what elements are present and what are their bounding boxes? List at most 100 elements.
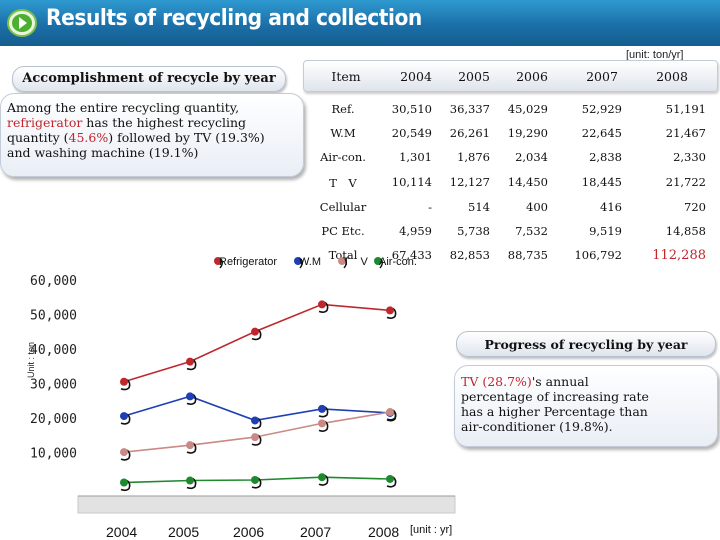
- y-tick-label: 10,000: [30, 447, 77, 462]
- table-cell: 14,450: [507, 175, 548, 189]
- x-tick-label: 2006: [233, 524, 264, 540]
- data-point-shadow: [251, 329, 262, 341]
- x-tick-label: 2005: [168, 524, 199, 540]
- legend-label: Air-con.: [379, 256, 417, 268]
- data-point: [120, 377, 128, 386]
- data-point: [386, 474, 394, 483]
- table-cell: 21,722: [665, 175, 706, 189]
- row-label: PC Etc.: [321, 224, 365, 238]
- table-cell: 19,290: [507, 126, 548, 140]
- table-cell: 5,738: [457, 224, 490, 238]
- legend-marker: [294, 257, 302, 265]
- table-row: W.M 20,549 26,261 19,290 22,645 21,467: [300, 126, 718, 150]
- table-row: Ref. 30,510 36,337 45,029 52,929 51,191: [300, 102, 718, 126]
- legend-marker: [214, 257, 222, 265]
- table-header-cell: 2007: [586, 69, 618, 84]
- table-cell: 51,191: [665, 102, 706, 116]
- table-cell: 18,445: [581, 175, 622, 189]
- table-row: Air-con. 1,301 1,876 2,034 2,838 2,330: [300, 150, 718, 174]
- table-cell: 1,301: [399, 150, 432, 164]
- data-point: [251, 327, 259, 336]
- data-point-shadow: [386, 476, 397, 488]
- row-label: Ref.: [331, 102, 355, 116]
- table-cell: 20,549: [391, 126, 432, 140]
- legend-marker-shadow: [343, 258, 347, 269]
- data-point: [386, 306, 394, 315]
- y-tick-label: 50,000: [30, 309, 77, 324]
- data-point: [251, 475, 259, 484]
- data-point: [120, 448, 128, 457]
- table-cell: 1,876: [457, 150, 490, 164]
- table-cell: 2,330: [673, 150, 706, 164]
- table-cell: 67,433: [391, 248, 432, 262]
- progress-title-box: Progress of recycling by year: [456, 331, 716, 357]
- table-row: T V 10,114 12,127 14,450 18,445 21,722: [300, 175, 718, 199]
- table-header: Item 2004 2005 2006 2007 2008: [303, 60, 718, 92]
- table-cell: 7,532: [515, 224, 548, 238]
- data-point: [186, 357, 194, 366]
- y-tick-label: 30,000: [30, 378, 77, 393]
- unit-label: [unit: ton/yr]: [626, 49, 684, 61]
- data-point: [186, 476, 194, 485]
- data-point-shadow: [186, 442, 197, 454]
- data-point-shadow: [251, 477, 262, 489]
- tv-note-box: TV (28.7%)'s annual percentage of increa…: [454, 365, 718, 447]
- x-unit-label: [unit : yr]: [410, 524, 452, 536]
- table-cell: 36,337: [449, 102, 490, 116]
- row-label: W.M: [330, 126, 356, 140]
- table-cell: 26,261: [449, 126, 490, 140]
- row-label: Cellular: [319, 200, 367, 214]
- table-cell: 400: [526, 200, 548, 214]
- data-point: [251, 433, 259, 442]
- y-tick-label: 40,000: [30, 343, 77, 358]
- data-point-shadow: [386, 409, 397, 421]
- data-point-shadow: [120, 449, 131, 461]
- data-point-shadow: [386, 307, 397, 319]
- data-point: [386, 408, 394, 417]
- data-point-shadow: [318, 301, 329, 313]
- table-header-cell: 2008: [656, 69, 688, 84]
- data-point-shadow: [120, 379, 131, 391]
- y-tick-label: 60,000: [30, 274, 77, 289]
- data-point: [120, 478, 128, 487]
- data-point-shadow: [186, 393, 197, 405]
- data-point: [120, 412, 128, 421]
- y-axis-label: Unit : ton: [26, 342, 36, 378]
- table-cell: 45,029: [507, 102, 548, 116]
- table-cell: 106,792: [574, 248, 622, 262]
- table-cell: 416: [600, 200, 622, 214]
- intro-box: Among the entire recycling quantity, refr…: [0, 93, 304, 177]
- data-point: [318, 419, 326, 428]
- data-point-shadow: [120, 413, 131, 425]
- legend-marker: [374, 257, 382, 265]
- table-row: PC Etc. 4,959 5,738 7,532 9,519 14,858: [300, 224, 718, 248]
- legend-marker-shadow: [379, 258, 383, 269]
- table-cell: 2,034: [515, 150, 548, 164]
- data-point-shadow: [318, 474, 329, 486]
- data-point-shadow: [186, 358, 197, 371]
- data-point-shadow: [251, 417, 262, 430]
- table-row: Cellular - 514 400 416 720: [300, 200, 718, 224]
- table-cell: -: [428, 200, 432, 214]
- data-point-shadow: [251, 434, 262, 446]
- table-cell: 112,288: [652, 248, 706, 263]
- table-cell: 2,838: [589, 150, 622, 164]
- y-tick-label: 20,000: [30, 412, 77, 427]
- data-point: [186, 392, 194, 401]
- legend-marker-shadow: [219, 258, 223, 269]
- table-cell: 30,510: [391, 102, 432, 116]
- data-point: [251, 416, 259, 425]
- accomplishment-title-box: Accomplishment of recycle by year: [12, 66, 286, 92]
- x-tick-label: 2004: [106, 524, 137, 540]
- intro-text: Among the entire recycling quantity, refr…: [7, 100, 265, 160]
- table-cell: 10,114: [391, 175, 432, 189]
- table-cell: 12,127: [449, 175, 490, 189]
- tv-note-text: TV (28.7%)'s annual percentage of increa…: [461, 374, 649, 434]
- accomplishment-title: Accomplishment of recycle by year: [22, 71, 276, 86]
- progress-title: Progress of recycling by year: [484, 337, 688, 352]
- row-label: Total: [328, 248, 358, 262]
- table-cell: 88,735: [507, 248, 548, 262]
- data-point-shadow: [318, 420, 329, 432]
- table-header-cell: Item: [331, 69, 361, 84]
- table-row: Total 67,433 82,853 88,735 106,792 112,288: [300, 248, 718, 272]
